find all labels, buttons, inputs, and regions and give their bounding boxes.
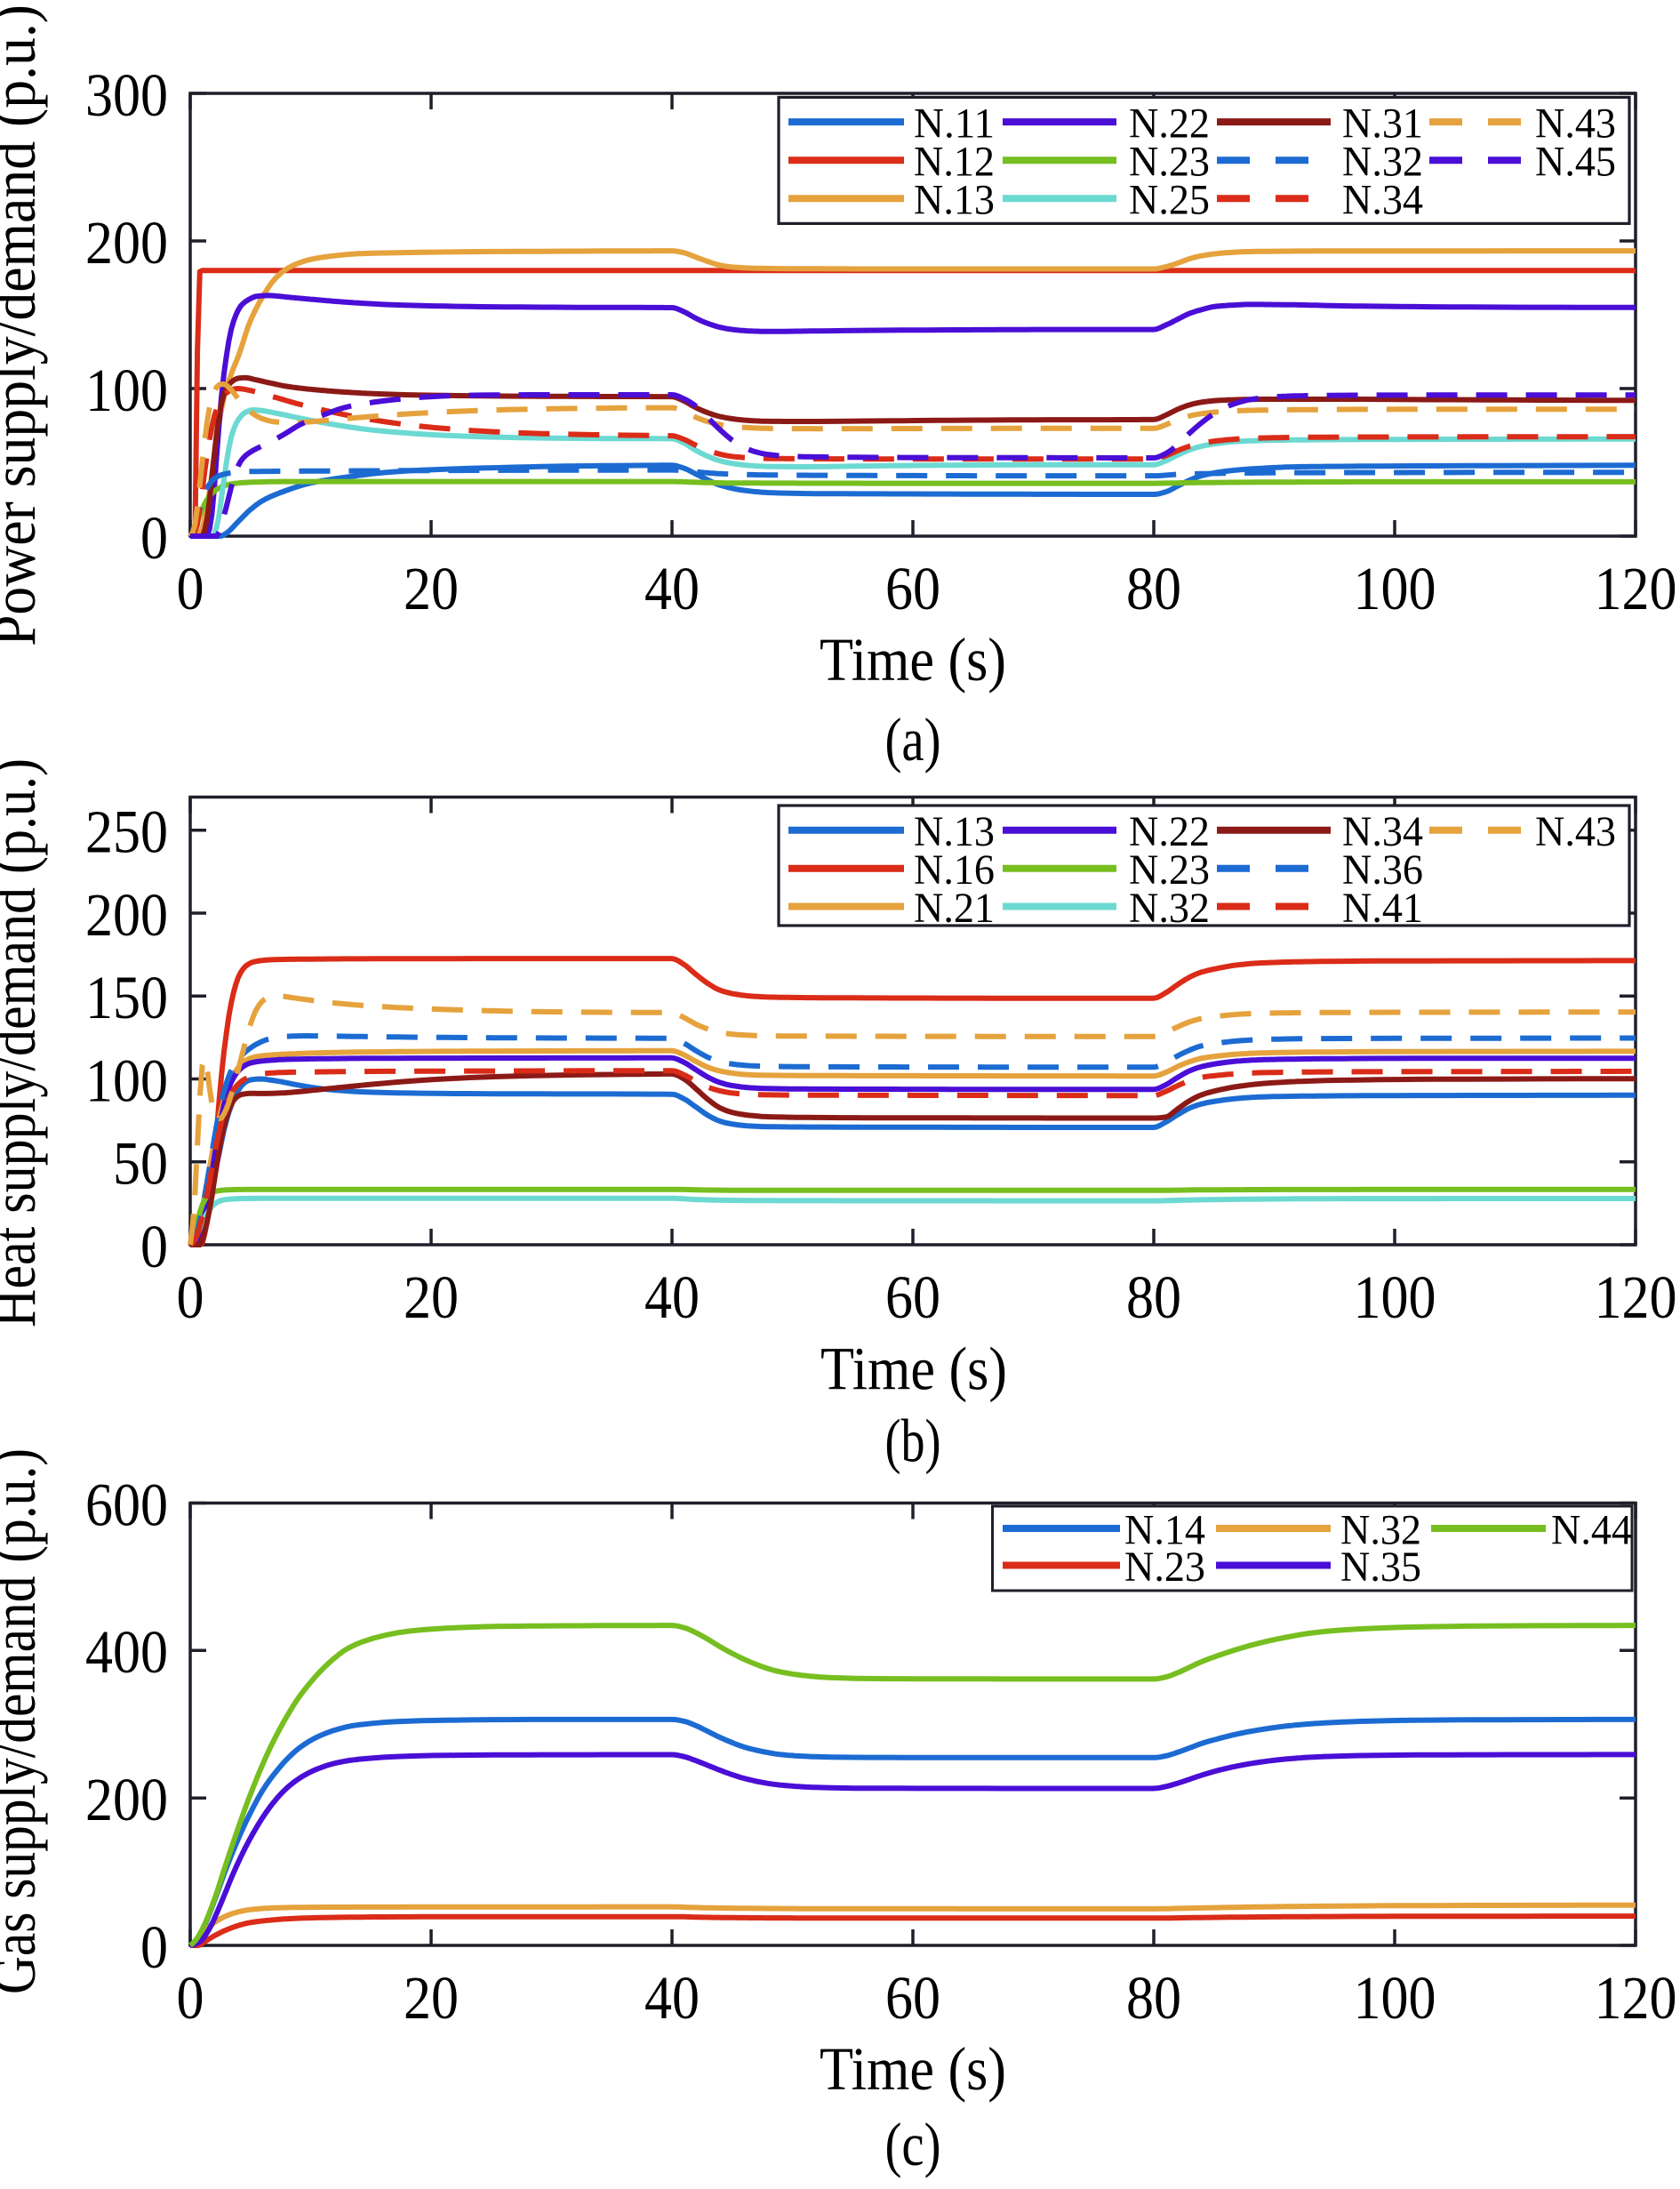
svg-text:N.11: N.11 — [914, 100, 995, 147]
svg-text:N.14: N.14 — [1124, 1506, 1205, 1553]
svg-text:Time (s): Time (s) — [820, 2035, 1006, 2103]
svg-text:100: 100 — [1354, 1263, 1436, 1331]
svg-text:0: 0 — [140, 504, 168, 572]
svg-text:0: 0 — [140, 1213, 168, 1280]
svg-text:200: 200 — [85, 1766, 168, 1833]
svg-text:120: 120 — [1595, 1964, 1677, 2032]
svg-text:150: 150 — [85, 964, 168, 1031]
svg-text:Time (s): Time (s) — [820, 626, 1006, 694]
svg-text:80: 80 — [1126, 1263, 1181, 1331]
svg-text:100: 100 — [85, 357, 168, 424]
svg-text:50: 50 — [113, 1130, 168, 1198]
svg-text:0: 0 — [140, 1913, 168, 1981]
svg-text:N.41: N.41 — [1342, 885, 1423, 932]
svg-text:Heat supply/demand (p.u.): Heat supply/demand (p.u.) — [0, 758, 48, 1327]
svg-text:40: 40 — [644, 1964, 700, 2032]
svg-text:80: 80 — [1126, 555, 1181, 622]
svg-text:N.45: N.45 — [1535, 139, 1616, 186]
svg-text:40: 40 — [644, 555, 700, 622]
svg-text:N.43: N.43 — [1535, 808, 1616, 855]
svg-text:N.22: N.22 — [1129, 808, 1210, 855]
svg-text:20: 20 — [404, 1964, 459, 2032]
svg-text:60: 60 — [885, 1263, 940, 1331]
svg-text:0: 0 — [177, 1964, 204, 2032]
svg-text:100: 100 — [85, 1046, 168, 1114]
svg-text:N.16: N.16 — [914, 846, 995, 894]
svg-text:0: 0 — [177, 1263, 204, 1331]
svg-text:200: 200 — [85, 881, 168, 949]
svg-text:N.44: N.44 — [1551, 1506, 1632, 1553]
svg-text:N.32: N.32 — [1342, 139, 1423, 186]
svg-text:N.32: N.32 — [1129, 885, 1210, 932]
svg-text:100: 100 — [1354, 555, 1436, 622]
svg-text:N.35: N.35 — [1340, 1544, 1421, 1591]
svg-text:N.23: N.23 — [1129, 139, 1210, 186]
svg-text:N.43: N.43 — [1535, 100, 1616, 147]
svg-text:20: 20 — [404, 555, 459, 622]
svg-text:N.23: N.23 — [1129, 846, 1210, 894]
svg-text:N.22: N.22 — [1129, 100, 1210, 147]
svg-text:N.12: N.12 — [914, 139, 995, 186]
svg-text:Time (s): Time (s) — [820, 1335, 1007, 1402]
svg-text:Power supply/demand (p.u.): Power supply/demand (p.u.) — [0, 4, 48, 646]
svg-text:300: 300 — [85, 61, 168, 129]
svg-text:N.13: N.13 — [914, 808, 995, 855]
svg-text:N.32: N.32 — [1340, 1506, 1421, 1553]
svg-text:60: 60 — [885, 555, 940, 622]
svg-text:400: 400 — [85, 1618, 168, 1686]
svg-text:0: 0 — [177, 555, 204, 622]
svg-text:N.31: N.31 — [1342, 100, 1423, 147]
svg-text:200: 200 — [85, 209, 168, 277]
svg-text:N.25: N.25 — [1129, 177, 1210, 224]
svg-text:N.36: N.36 — [1342, 846, 1423, 894]
svg-text:N.21: N.21 — [914, 885, 995, 932]
svg-text:80: 80 — [1126, 1964, 1181, 2032]
svg-text:600: 600 — [85, 1471, 168, 1538]
svg-text:N.23: N.23 — [1124, 1544, 1205, 1591]
svg-text:40: 40 — [644, 1263, 700, 1331]
svg-text:N.34: N.34 — [1342, 808, 1423, 855]
svg-text:(b): (b) — [885, 1407, 941, 1475]
svg-text:N.34: N.34 — [1342, 177, 1423, 224]
svg-text:250: 250 — [85, 798, 168, 866]
svg-text:100: 100 — [1354, 1964, 1436, 2032]
svg-text:20: 20 — [404, 1263, 459, 1331]
svg-text:N.13: N.13 — [914, 177, 995, 224]
svg-text:Gas supply/demand (p.u.): Gas supply/demand (p.u.) — [0, 1448, 48, 1994]
svg-text:60: 60 — [885, 1964, 940, 2032]
svg-text:(c): (c) — [885, 2111, 941, 2178]
svg-text:120: 120 — [1595, 1263, 1677, 1331]
svg-text:(a): (a) — [885, 706, 941, 774]
svg-text:120: 120 — [1595, 555, 1677, 622]
